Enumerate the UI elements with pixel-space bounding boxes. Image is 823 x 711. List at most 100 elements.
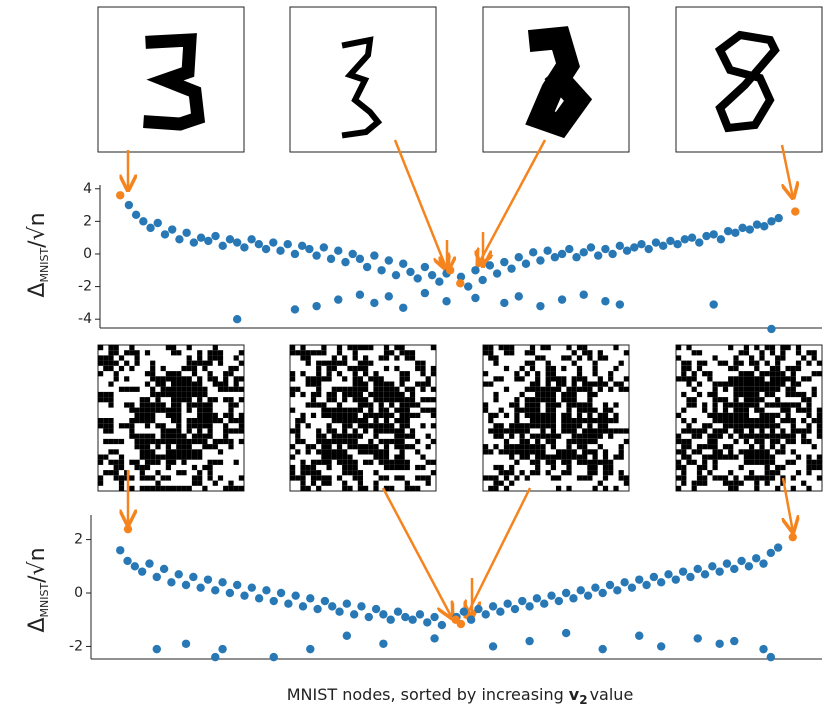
- noise-pixel: [145, 350, 150, 355]
- noise-pixel: [239, 439, 244, 444]
- noise-pixel: [514, 408, 519, 413]
- noise-pixel: [400, 418, 405, 423]
- noise-pixel: [765, 361, 770, 366]
- noise-pixel: [342, 408, 347, 413]
- noise-pixel: [728, 455, 733, 460]
- point: [547, 591, 555, 599]
- noise-pixel: [493, 434, 498, 439]
- noise-pixel: [561, 397, 566, 402]
- noise-pixel: [119, 423, 124, 428]
- noise-pixel: [488, 355, 493, 360]
- noise-pixel: [702, 428, 707, 433]
- noise-pixel: [373, 444, 378, 449]
- noise-pixel: [347, 345, 352, 350]
- noise-pixel: [321, 402, 326, 407]
- noise-pixel: [161, 439, 166, 444]
- noise-pixel: [572, 387, 577, 392]
- noise-pixel: [108, 361, 113, 366]
- point: [356, 255, 364, 263]
- noise-pixel: [394, 408, 399, 413]
- noise-pixel: [577, 387, 582, 392]
- noise-pixel: [290, 470, 295, 475]
- noise-pixel: [384, 423, 389, 428]
- noise-pixel: [551, 428, 556, 433]
- point: [145, 559, 153, 567]
- noise-pixel: [213, 397, 218, 402]
- point: [189, 573, 197, 581]
- point: [175, 570, 183, 578]
- noise-pixel: [551, 392, 556, 397]
- y-label-subscript: MNIST: [38, 583, 51, 618]
- noise-pixel: [410, 434, 415, 439]
- noise-pixel: [733, 481, 738, 486]
- noise-pixel: [686, 455, 691, 460]
- noise-pixel: [593, 392, 598, 397]
- noise-pixel: [697, 350, 702, 355]
- noise-pixel: [129, 418, 134, 423]
- noise-pixel: [342, 397, 347, 402]
- noise-pixel: [202, 361, 207, 366]
- noise-pixel: [337, 350, 342, 355]
- noise-pixel: [400, 449, 405, 454]
- noise-pixel: [103, 470, 108, 475]
- noise-pixel: [327, 428, 332, 433]
- noise-pixel: [306, 355, 311, 360]
- noise-pixel: [540, 418, 545, 423]
- point: [515, 292, 523, 300]
- point: [182, 640, 190, 648]
- noise-pixel: [208, 418, 213, 423]
- noise-pixel: [754, 475, 759, 480]
- noise-pixel: [332, 413, 337, 418]
- noise-pixel: [806, 465, 811, 470]
- noise-pixel: [796, 470, 801, 475]
- noise-pixel: [208, 361, 213, 366]
- noise-pixel: [686, 444, 691, 449]
- noise-pixel: [624, 439, 629, 444]
- noise-pixel: [135, 387, 140, 392]
- point: [587, 243, 595, 251]
- noise-pixel: [373, 455, 378, 460]
- noise-pixel: [140, 475, 145, 480]
- noise-pixel: [234, 486, 239, 491]
- noise-pixel: [311, 402, 316, 407]
- noise-pixel: [208, 408, 213, 413]
- noise-pixel: [223, 371, 228, 376]
- noise-pixel: [749, 470, 754, 475]
- noise-pixel: [321, 413, 326, 418]
- point: [562, 629, 570, 637]
- noise-pixel: [551, 444, 556, 449]
- noise-pixel: [728, 366, 733, 371]
- noise-pixel: [187, 486, 192, 491]
- noise-pixel: [239, 350, 244, 355]
- noise-pixel: [551, 387, 556, 392]
- noise-pixel: [347, 387, 352, 392]
- noise-pixel: [358, 475, 363, 480]
- noise-pixel: [718, 434, 723, 439]
- noise-pixel: [311, 392, 316, 397]
- noise-pixel: [384, 397, 389, 402]
- noise-pixel: [150, 413, 155, 418]
- noise-pixel: [311, 376, 316, 381]
- noise-pixel: [598, 428, 603, 433]
- noise-pixel: [530, 350, 535, 355]
- noise-pixel: [593, 361, 598, 366]
- noise-pixel: [718, 397, 723, 402]
- noise-pixel: [363, 423, 368, 428]
- noise-pixel: [368, 402, 373, 407]
- noise-pixel: [342, 387, 347, 392]
- noise-pixel: [431, 397, 436, 402]
- noise-pixel: [197, 423, 202, 428]
- noise-pixel: [389, 460, 394, 465]
- noise-pixel: [713, 449, 718, 454]
- noise-pixel: [389, 439, 394, 444]
- noise-pixel: [817, 428, 822, 433]
- noise-pixel: [598, 387, 603, 392]
- noise-pixel: [791, 423, 796, 428]
- noise-pixel: [295, 439, 300, 444]
- noise-pixel: [316, 460, 321, 465]
- noise-pixel: [337, 361, 342, 366]
- noise-pixel: [202, 439, 207, 444]
- chart: -202ΔMNIST/√nMNIST nodes, sorted by incr…: [25, 515, 822, 707]
- noise-pixel: [400, 392, 405, 397]
- noise-pixel: [707, 423, 712, 428]
